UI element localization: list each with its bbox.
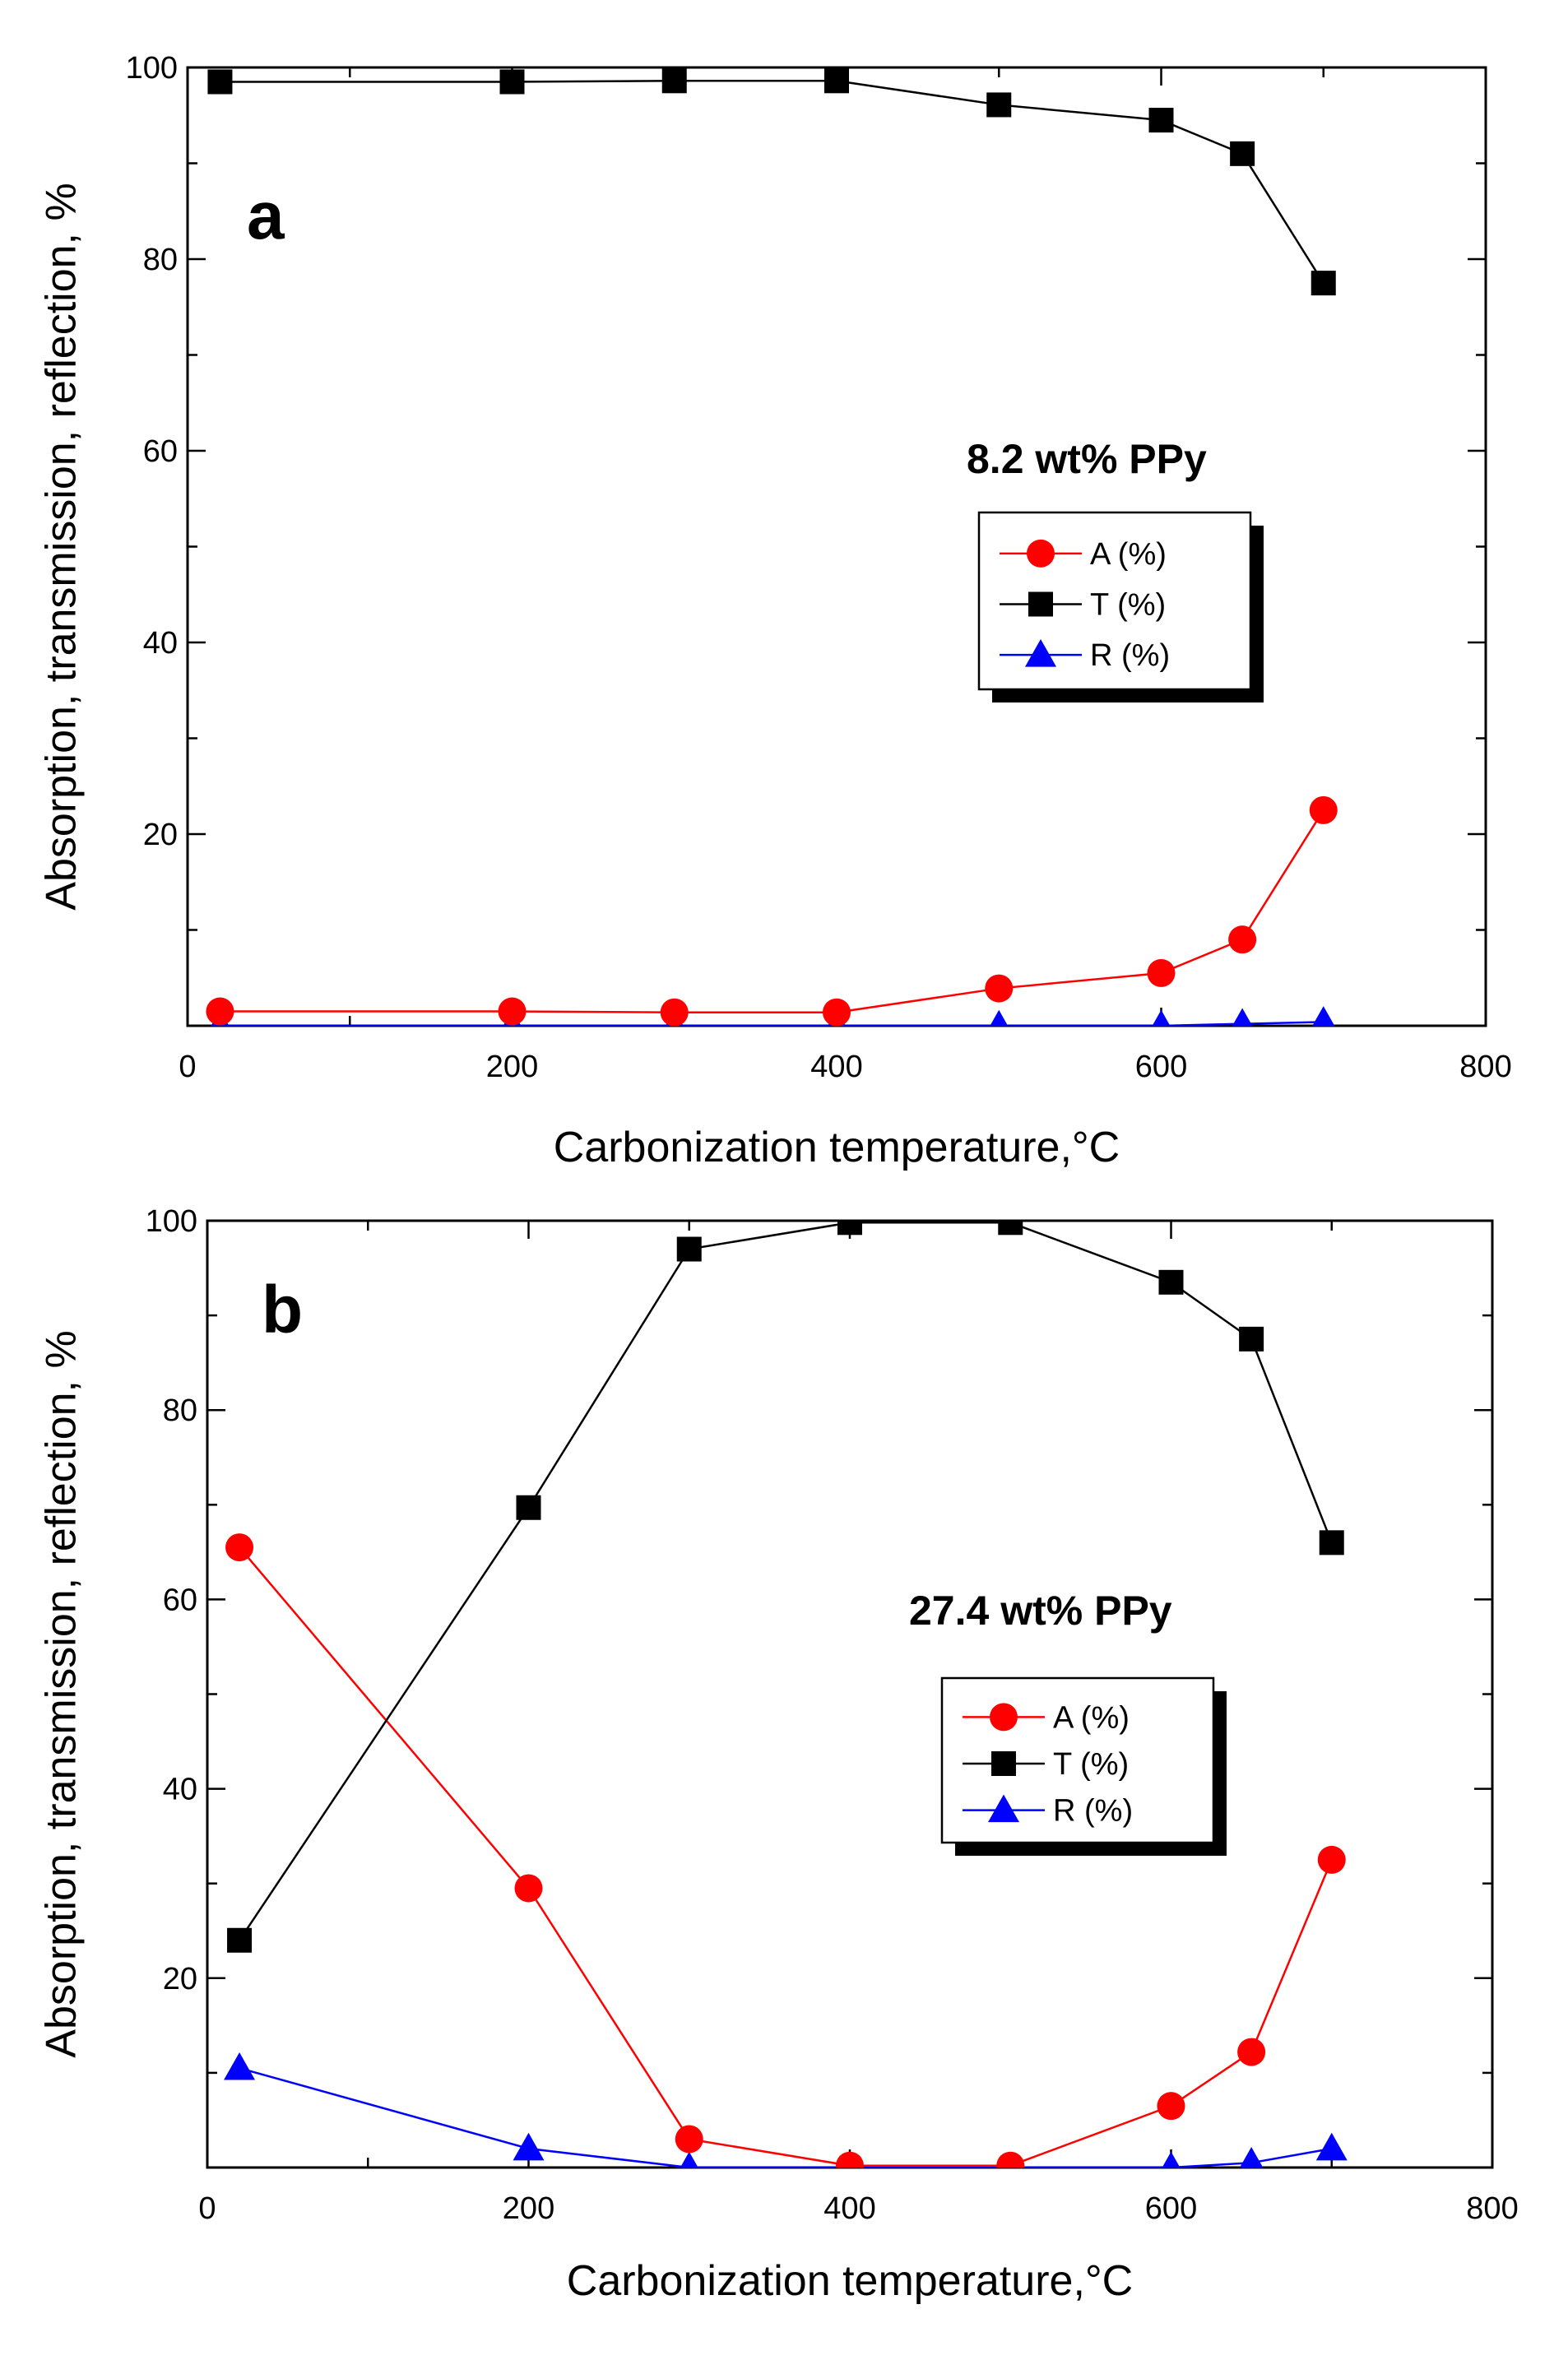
data-point-circle bbox=[996, 2151, 1025, 2168]
data-point-square bbox=[1158, 1269, 1184, 1295]
data-point-circle bbox=[225, 1533, 254, 1562]
data-layer bbox=[206, 68, 1338, 1026]
sample-annotation: 8.2 wt% PPy bbox=[967, 436, 1207, 482]
x-tick-label: 800 bbox=[1459, 1050, 1511, 1084]
data-point-circle bbox=[1228, 925, 1257, 954]
data-point-triangle bbox=[1315, 2132, 1348, 2161]
data-point-triangle bbox=[1312, 1006, 1335, 1026]
chart-panel-a: 20 40 60 80 100 0 200 400 600 800 Carbonization te… bbox=[38, 51, 1512, 1171]
series-line-square bbox=[220, 80, 1324, 284]
data-point-square bbox=[824, 68, 849, 94]
legend-label: T (%) bbox=[1053, 1747, 1129, 1782]
series-line-circle bbox=[239, 1546, 1333, 2167]
legend-label: A (%) bbox=[1090, 537, 1167, 572]
data-point-square bbox=[227, 1927, 253, 1953]
data-point-circle bbox=[1309, 795, 1338, 824]
panel-letter: a bbox=[247, 179, 285, 253]
legend-label: T (%) bbox=[1090, 588, 1166, 623]
x-tick-label: 200 bbox=[503, 2191, 554, 2226]
series-line-triangle bbox=[220, 1021, 1324, 1026]
data-point-circle bbox=[660, 998, 689, 1026]
y-tick-label: 20 bbox=[143, 818, 178, 852]
data-point-square bbox=[1148, 108, 1174, 133]
data-point-triangle bbox=[224, 2052, 256, 2080]
x-tick-label: 0 bbox=[198, 2191, 216, 2226]
y-tick-label: 100 bbox=[126, 51, 178, 86]
data-point-circle bbox=[985, 974, 1014, 1003]
data-point-circle bbox=[1237, 2038, 1266, 2066]
data-point-square bbox=[1319, 1530, 1344, 1556]
data-point-circle bbox=[675, 2125, 703, 2154]
data-point-circle bbox=[514, 1874, 543, 1903]
x-axis-title: Carbonization temperature,°C bbox=[554, 1124, 1120, 1171]
x-tick-label: 600 bbox=[1145, 2191, 1197, 2226]
data-point-circle bbox=[1147, 958, 1176, 987]
y-tick-label: 60 bbox=[163, 1583, 197, 1617]
data-point-triangle bbox=[1232, 1008, 1253, 1026]
legend-label: R (%) bbox=[1090, 638, 1170, 673]
y-tick-label: 40 bbox=[143, 626, 178, 661]
legend-box bbox=[940, 1676, 1215, 1844]
data-point-circle bbox=[836, 2151, 864, 2168]
y-tick-label: 80 bbox=[163, 1393, 197, 1428]
data-point-triangle bbox=[1162, 2151, 1181, 2168]
data-point-triangle bbox=[1152, 1009, 1171, 1026]
data-point-square bbox=[661, 68, 687, 94]
legend-label: A (%) bbox=[1053, 1700, 1130, 1735]
data-point-square bbox=[516, 1495, 541, 1520]
data-point-triangle bbox=[990, 1009, 1009, 1026]
y-tick-label: 20 bbox=[163, 1962, 197, 1996]
x-tick-label: 400 bbox=[810, 1050, 862, 1084]
x-tick-label: 200 bbox=[486, 1050, 538, 1084]
data-point-square bbox=[837, 1221, 862, 1236]
y-tick-label: 40 bbox=[163, 1773, 197, 1807]
data-point-circle bbox=[1317, 1845, 1346, 1874]
x-tick-label: 800 bbox=[1466, 2191, 1518, 2226]
data-layer bbox=[224, 1221, 1348, 2168]
y-tick-label: 100 bbox=[146, 1204, 197, 1239]
y-axis-title: Absorption, transmission, reflection, % bbox=[38, 1330, 86, 2057]
data-point-square bbox=[1230, 141, 1255, 166]
data-point-triangle bbox=[680, 2151, 698, 2168]
data-point-square bbox=[1239, 1326, 1264, 1352]
data-point-circle bbox=[206, 997, 234, 1026]
legend-marker-square bbox=[1028, 591, 1053, 617]
data-point-circle bbox=[1157, 2092, 1185, 2121]
data-point-square bbox=[207, 69, 233, 95]
data-point-square bbox=[499, 69, 525, 95]
legend-label: R (%) bbox=[1053, 1794, 1133, 1829]
y-tick-label: 60 bbox=[143, 434, 178, 469]
data-point-triangle bbox=[513, 2132, 545, 2161]
data-point-square bbox=[1311, 271, 1336, 296]
data-point-square bbox=[676, 1236, 702, 1262]
sample-annotation: 27.4 wt% PPy bbox=[909, 1588, 1172, 1634]
series-line-triangle bbox=[239, 2066, 1332, 2168]
legend-marker-circle bbox=[1027, 539, 1055, 568]
x-tick-label: 0 bbox=[179, 1050, 196, 1084]
data-point-circle bbox=[823, 998, 851, 1026]
data-point-circle bbox=[498, 997, 527, 1026]
y-axis-title: Absorption, transmission, reflection, % bbox=[38, 183, 86, 910]
data-point-square bbox=[986, 92, 1012, 118]
x-axis-title: Carbonization temperature,°C bbox=[567, 2257, 1133, 2305]
x-tick-label: 400 bbox=[823, 2191, 875, 2226]
chart-panel-b: 20 40 60 80 100 0 200 400 600 800 Carbonization te… bbox=[38, 1204, 1519, 2305]
legend-marker-circle bbox=[990, 1703, 1018, 1732]
x-tick-label: 600 bbox=[1135, 1050, 1187, 1084]
legend-marker-triangle bbox=[988, 1794, 1019, 1823]
legend-box bbox=[977, 511, 1252, 691]
legend-marker-triangle bbox=[1025, 638, 1056, 667]
legend-marker-square bbox=[991, 1751, 1016, 1776]
data-point-square bbox=[998, 1221, 1023, 1236]
data-point-triangle bbox=[1240, 2147, 1264, 2168]
series-line-circle bbox=[220, 809, 1324, 1013]
series-line-square bbox=[239, 1222, 1333, 1941]
y-tick-label: 80 bbox=[143, 243, 178, 277]
panel-letter: b bbox=[262, 1273, 303, 1347]
